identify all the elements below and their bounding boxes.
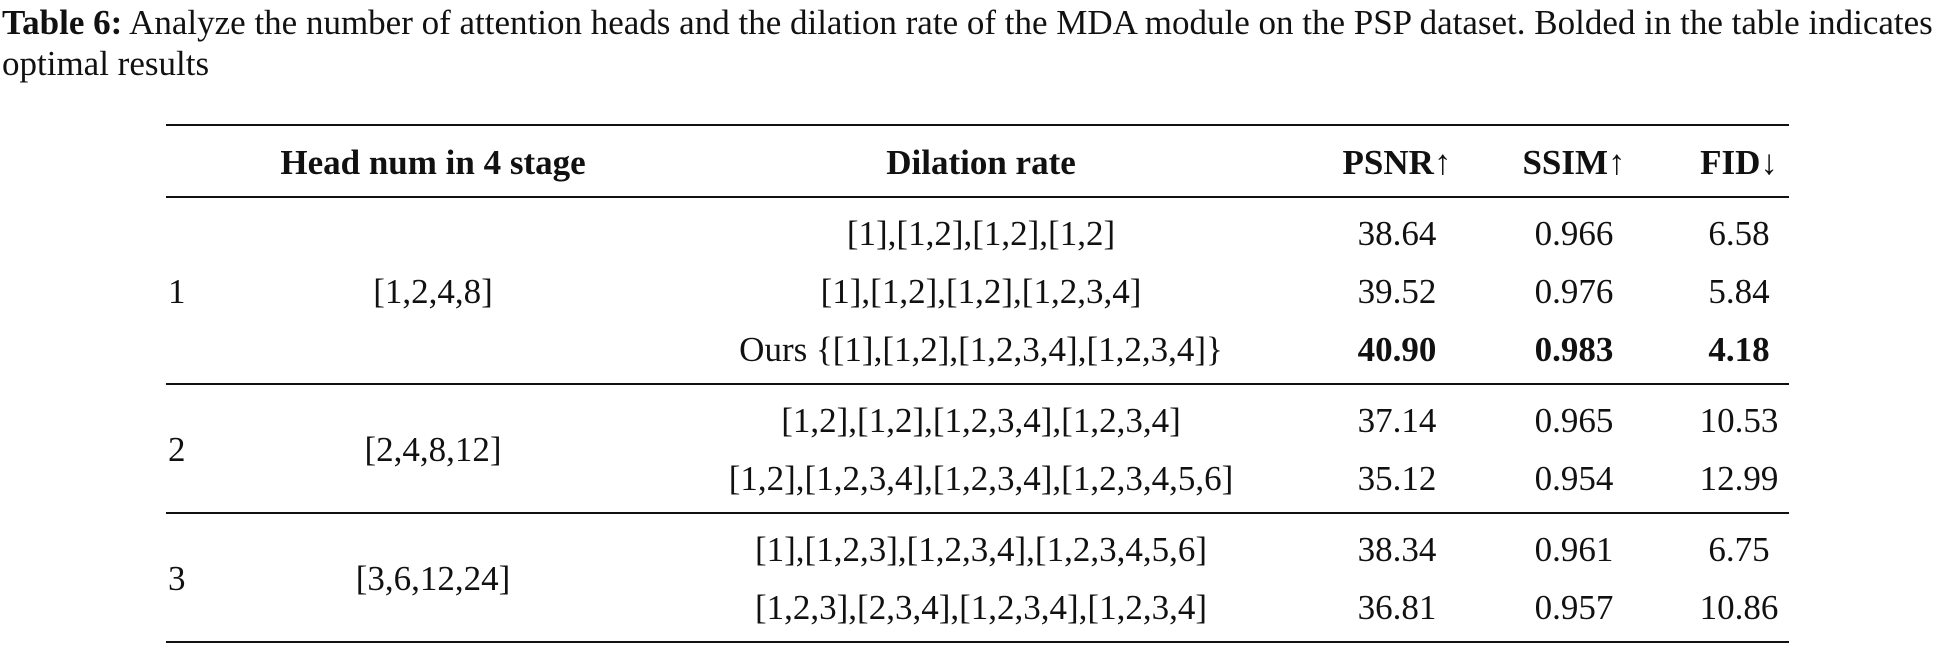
- dilation-cell: [1],[1,2],[1,2],[1,2]: [847, 214, 1115, 253]
- group-heads: [3,6,12,24]: [356, 559, 511, 598]
- metric-cell: 38.64: [1358, 214, 1437, 253]
- metric-cell: 0.961: [1535, 530, 1614, 569]
- metric-cell: 40.90: [1358, 330, 1437, 369]
- metric-cell: 38.34: [1358, 530, 1437, 569]
- dilation-cell: [1,2],[1,2,3,4],[1,2,3,4],[1,2,3,4,5,6]: [729, 459, 1234, 498]
- metric-cell: 35.12: [1358, 459, 1437, 498]
- caption-label: Table 6:: [2, 3, 123, 42]
- metric-cell: 12.99: [1700, 459, 1779, 498]
- group-heads: [1,2,4,8]: [373, 272, 493, 311]
- group-id: 2: [168, 430, 186, 469]
- metric-cell: 39.52: [1358, 272, 1437, 311]
- dilation-cell: [1],[1,2,3],[1,2,3,4],[1,2,3,4,5,6]: [755, 530, 1207, 569]
- metric-cell: 10.53: [1700, 401, 1779, 440]
- header-cell: FID↓: [1700, 143, 1778, 182]
- metric-cell: 5.84: [1708, 272, 1769, 311]
- metric-cell: 36.81: [1358, 588, 1437, 627]
- metric-cell: 6.75: [1708, 530, 1769, 569]
- group-heads: [2,4,8,12]: [364, 430, 501, 469]
- metric-cell: 37.14: [1358, 401, 1437, 440]
- group-id: 1: [168, 272, 186, 311]
- metric-cell: 0.965: [1535, 401, 1614, 440]
- header-cell: SSIM↑: [1522, 143, 1625, 182]
- metric-cell: 0.966: [1535, 214, 1614, 253]
- dilation-cell: [1],[1,2],[1,2],[1,2,3,4]: [821, 272, 1142, 311]
- metric-cell: 0.954: [1535, 459, 1614, 498]
- metric-cell: 4.18: [1708, 330, 1769, 369]
- dilation-cell: [1,2],[1,2],[1,2,3,4],[1,2,3,4]: [781, 401, 1181, 440]
- dilation-cell: [1,2,3],[2,3,4],[1,2,3,4],[1,2,3,4]: [755, 588, 1207, 627]
- metric-cell: 0.983: [1535, 330, 1614, 369]
- dilation-cell: Ours {[1],[1,2],[1,2,3,4],[1,2,3,4]}: [739, 330, 1223, 369]
- header-cell: Head num in 4 stage: [280, 143, 585, 182]
- caption: Table 6: Analyze the number of attention…: [2, 2, 1952, 84]
- header-cell: PSNR↑: [1343, 143, 1452, 182]
- header-cell: Dilation rate: [886, 143, 1076, 182]
- metric-cell: 0.976: [1535, 272, 1614, 311]
- metric-cell: 6.58: [1708, 214, 1769, 253]
- caption-text: Analyze the number of attention heads an…: [2, 3, 1933, 83]
- metric-cell: 0.957: [1535, 588, 1614, 627]
- metric-cell: 10.86: [1700, 588, 1779, 627]
- group-id: 3: [168, 559, 186, 598]
